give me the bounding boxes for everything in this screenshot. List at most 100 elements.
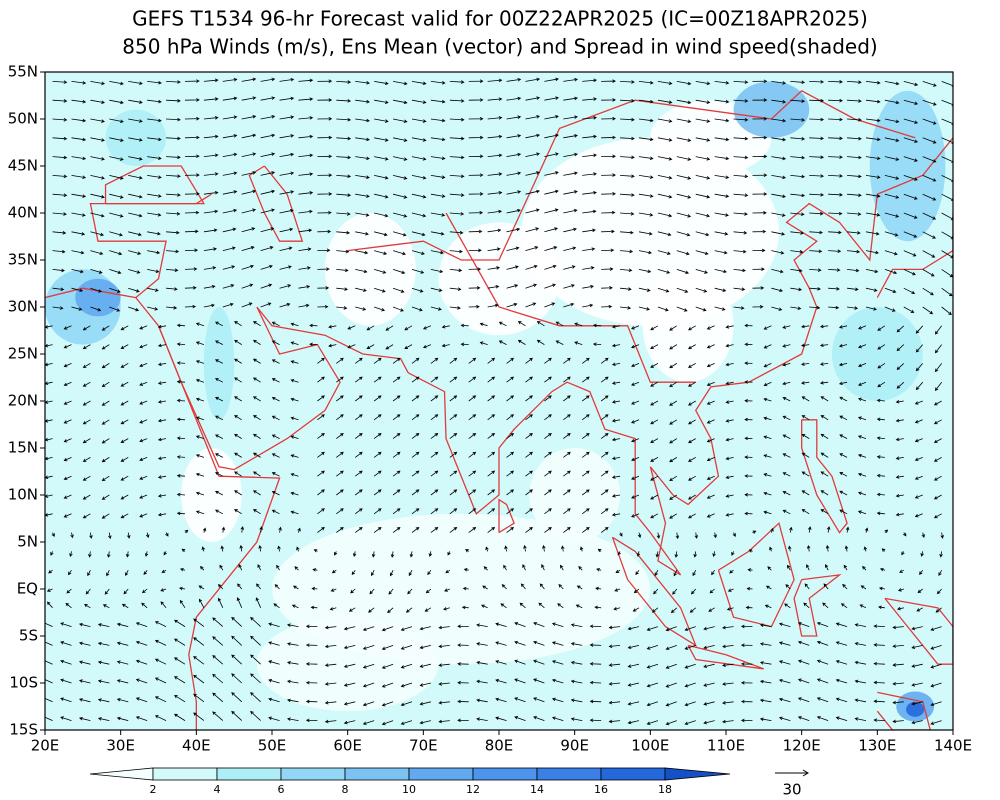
wind-vector [657,118,673,123]
wind-vector [174,695,186,703]
wind-vector [752,79,768,84]
wind-vector [184,529,189,534]
wind-vector [498,321,507,327]
shading-region [906,701,925,717]
wind-vector [90,287,102,293]
wind-vector [147,193,162,198]
wind-vector [324,663,337,667]
wind-vector [589,718,602,723]
wind-vector [506,414,515,421]
wind-vector [744,323,753,328]
wind-vector [461,605,469,610]
wind-vector [60,622,72,627]
y-tick-label: 5S [19,627,38,645]
wind-vector [608,719,621,724]
wind-vector [600,432,609,439]
wind-vector [234,396,242,402]
wind-vector [336,287,349,291]
wind-vector [722,663,734,667]
wind-vector [70,532,74,539]
shading-region [324,213,416,326]
wind-vector [317,432,325,439]
wind-vector [895,456,904,460]
coastline [248,165,304,242]
wind-vector [903,156,918,162]
wind-vector [82,419,91,425]
wind-vector [90,269,103,274]
wind-vector [312,568,318,572]
wind-vector [778,716,791,721]
wind-vector [819,324,829,329]
wind-vector [252,433,261,439]
wind-vector [260,302,272,308]
wind-vector [759,679,772,684]
wind-vector [582,78,598,83]
wind-vector [525,115,541,120]
wind-vector [374,99,389,104]
wind-vector [801,343,810,348]
wind-vector [45,696,53,703]
wind-vector [166,287,178,291]
wind-vector [797,716,810,721]
wind-vector [725,381,734,386]
wind-vector [733,212,748,216]
wind-vector [116,622,129,627]
wind-vector [400,626,413,631]
coastline [793,573,842,637]
wind-vector [638,212,654,217]
wind-vector [370,570,375,577]
wind-vector [914,400,923,405]
wind-vector [468,192,484,196]
wind-vector [782,415,791,421]
wind-vector [120,381,129,387]
wind-vector [828,155,843,159]
wind-vector [161,569,167,573]
wind-vector [366,344,375,350]
x-tick-label: 40E [182,737,211,755]
wind-vector [790,80,806,85]
wind-vector [241,189,257,195]
wind-vector [241,264,254,270]
wind-vector [45,677,53,684]
wind-vector [362,663,375,669]
wind-vector [63,344,72,349]
wind-vector [555,340,564,345]
wind-vector [174,619,186,627]
wind-vector [525,470,533,477]
wind-vector [828,98,843,103]
wind-vector [362,701,375,707]
wind-vector [563,77,578,82]
y-tick-label: 15S [9,721,38,739]
wind-vector [82,494,91,500]
wind-vector [840,603,848,609]
wind-vector [101,325,110,331]
wind-vector [676,250,690,256]
wind-vector [506,508,515,515]
wind-vector [533,678,545,684]
wind-vector [212,636,224,646]
wind-vector [809,117,825,122]
wind-vector [631,344,640,349]
wind-vector [63,381,72,386]
wind-vector [674,551,679,558]
wind-vector [85,588,91,595]
wind-vector [581,357,590,364]
wind-vector [744,380,753,384]
wind-vector [222,171,238,176]
wind-vector [71,193,87,198]
wind-vector [184,173,200,177]
wind-vector [60,678,72,684]
wind-vector [939,551,943,558]
wind-vector [405,607,413,613]
wind-vector [650,344,659,349]
wind-vector [78,622,91,627]
wind-vector [934,344,942,354]
wind-vector [695,156,711,161]
wind-vector [714,212,729,217]
wind-vector [725,494,734,498]
wind-vector [430,118,446,123]
wind-vector [176,455,186,459]
wind-vector [298,97,314,101]
wind-vector [193,618,205,627]
wind-vector [873,718,885,722]
